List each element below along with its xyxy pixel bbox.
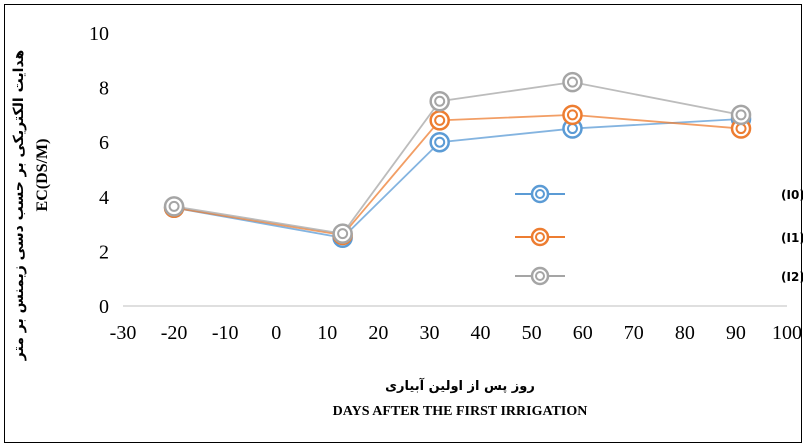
y-tick-label: 6 <box>99 132 109 154</box>
x-axis-title-en: DAYS AFTER THE FIRST IRRIGATION <box>333 404 588 419</box>
x-tick-label: -20 <box>161 322 188 344</box>
data-point-marker <box>730 104 752 126</box>
data-point-marker <box>429 91 450 112</box>
legend-marker-icon <box>530 184 550 204</box>
y-axis-title-en: EC(DS/M) <box>34 139 51 212</box>
x-tick-label: 90 <box>726 322 746 344</box>
legend-marker-icon <box>530 266 550 286</box>
x-tick-label: 0 <box>271 322 281 344</box>
x-tick-label: 10 <box>317 322 337 344</box>
legend-marker-icon <box>530 227 550 247</box>
legend-item-0: رژیم آبیاری هر روزه^(I0) <box>515 184 803 204</box>
y-axis-title: هدایت الکتریکی بر حسب دسی زیمنس بر متر <box>11 50 27 361</box>
y-tick-label: 8 <box>99 78 109 100</box>
data-point-marker <box>163 196 185 217</box>
data-point-marker <box>562 71 583 93</box>
x-tick-label: 30 <box>419 322 439 344</box>
x-tick-label: 50 <box>522 322 542 344</box>
legend-item-1: رژیم آبیاری یک روز در میان^(I1) <box>515 227 803 247</box>
series-markers <box>163 71 752 248</box>
series-line-1 <box>173 113 742 236</box>
y-tick-label: 2 <box>99 241 109 263</box>
legend-label: رژیم آبیاری یک روز در میان^(I1) <box>781 230 803 246</box>
y-tick-label: 10 <box>89 23 109 45</box>
x-tick-label: 20 <box>368 322 388 344</box>
y-tick-label: 4 <box>99 187 109 209</box>
data-point-marker <box>332 223 353 244</box>
series-lines <box>173 81 742 239</box>
data-point-marker <box>429 110 450 131</box>
x-tick-label: 100 <box>772 322 802 344</box>
legend-label: رژیم آبیاری هر روزه^(I0) <box>781 187 803 203</box>
legend-label: رژیم آبیاری دو روز در میان^(I2) <box>781 269 803 285</box>
y-tick-label: 0 <box>99 296 109 318</box>
legend: رژیم آبیاری هر روزه^(I0) رژیم آبیاری یک ر… <box>515 184 803 286</box>
x-axis-title: روز پس از اولین آبیاری <box>385 377 535 394</box>
data-point-marker <box>429 131 450 153</box>
y-tick-labels: 0 2 4 6 8 10 <box>89 23 109 318</box>
x-tick-label: 40 <box>471 322 491 344</box>
x-tick-label: 60 <box>573 322 593 344</box>
x-tick-label: -10 <box>212 322 239 344</box>
x-tick-label: -30 <box>110 322 137 344</box>
data-point-marker <box>562 104 583 126</box>
x-tick-label: 80 <box>675 322 695 344</box>
x-tick-labels: -30 -20 -10 0 10 20 30 40 50 60 70 80 90 100 <box>110 322 802 344</box>
series-line-2 <box>173 81 742 235</box>
x-tick-label: 70 <box>624 322 644 344</box>
chart-frame: 0 2 4 6 8 10 -30 -20 -10 0 10 20 30 40 50 60 70 80 90 100 … <box>4 4 803 443</box>
legend-item-2: رژیم آبیاری دو روز در میان^(I2) <box>515 266 803 286</box>
